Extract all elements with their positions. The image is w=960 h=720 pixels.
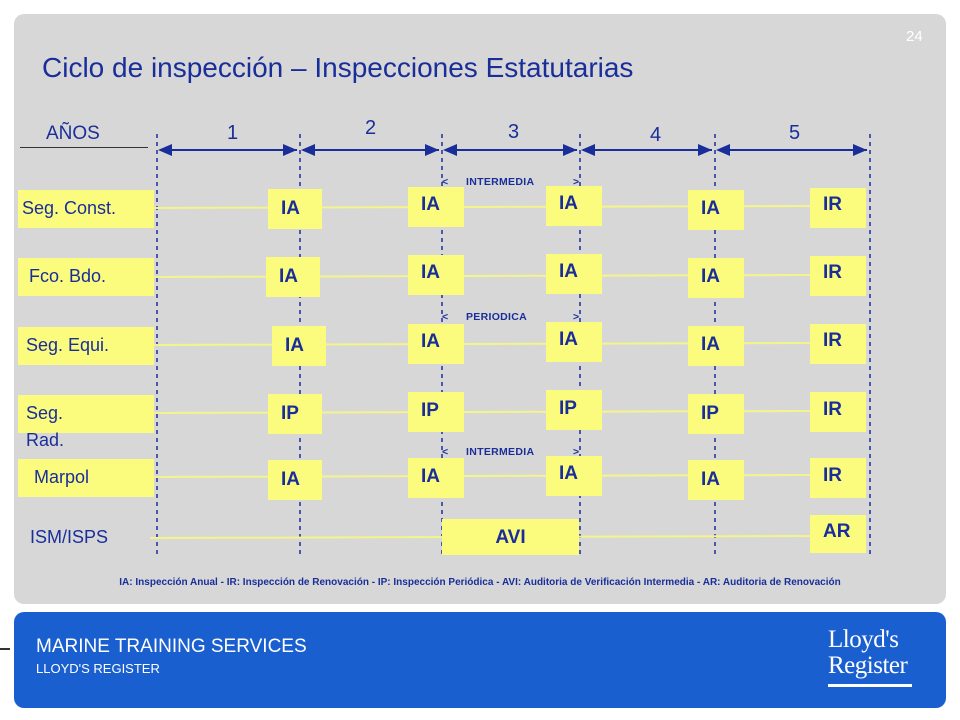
- row-1-box-year-3: IA: [546, 186, 602, 226]
- main-panel: [14, 14, 946, 604]
- note-left-bracket-1: <: [442, 176, 449, 188]
- footer-dash: [0, 648, 10, 650]
- row-4-box-year-2: IP: [408, 392, 464, 432]
- row-5-box-year-1: IA: [268, 460, 322, 500]
- note-left-bracket-3: <: [442, 446, 449, 458]
- row-label-fco-bdo: Fco. Bdo.: [18, 258, 154, 296]
- note-intermedia-2: INTERMEDIA: [466, 446, 535, 458]
- year-1: 1: [227, 122, 239, 144]
- page-number: 24: [906, 28, 923, 45]
- row-2-box-year-2: IA: [408, 255, 464, 295]
- row-2-box-year-3: IA: [546, 254, 602, 294]
- row-label-marpol: Marpol: [18, 459, 154, 497]
- year-2: 2: [365, 117, 377, 139]
- year-4: 4: [650, 124, 662, 146]
- footer-bar: [14, 612, 946, 708]
- row-6-box-ar: AR: [810, 515, 866, 553]
- years-label: AÑOS: [46, 123, 100, 144]
- row-3-box-year-1: IA: [272, 326, 326, 366]
- row-label-seg-equi: Seg. Equi.: [18, 327, 154, 365]
- logo-line-2: Register: [828, 652, 908, 679]
- footer-title: MARINE TRAINING SERVICES: [36, 636, 307, 657]
- row-2-box-year-4: IA: [688, 258, 744, 298]
- years-underline: [20, 147, 148, 148]
- row-2-box-year-5: IR: [810, 256, 866, 296]
- logo-line-1: Lloyd's: [828, 626, 899, 653]
- note-left-bracket-2: <: [442, 311, 449, 323]
- note-periodica: PERIODICA: [466, 311, 528, 323]
- row-3-box-year-4: IA: [688, 326, 744, 366]
- row-5-box-year-5: IR: [810, 458, 866, 498]
- logo-underline: [828, 684, 912, 687]
- row-label-seg-const: Seg. Const.: [18, 190, 154, 228]
- note-intermedia-1: INTERMEDIA: [466, 176, 535, 188]
- row-3-box-year-5: IR: [810, 324, 866, 364]
- row-4-box-year-3: IP: [546, 390, 602, 430]
- row-label-ism-isps: ISM/ISPS: [30, 527, 109, 547]
- row-5-box-year-4: IA: [688, 460, 744, 500]
- footer-subtitle: LLOYD'S REGISTER: [36, 661, 160, 676]
- lloyds-register-logo: Lloyd's Register: [820, 624, 914, 692]
- row-label-seg-rad-line2: Rad.: [26, 430, 65, 450]
- row-1-box-year-4: IA: [688, 190, 744, 230]
- row-6-box-avi: AVI: [442, 519, 579, 555]
- note-right-bracket-2: >: [573, 311, 580, 323]
- year-5: 5: [789, 122, 801, 144]
- row-5-box-year-2: IA: [408, 458, 464, 498]
- note-right-bracket-1: >: [573, 176, 580, 188]
- row-4-box-year-4: IP: [688, 394, 744, 434]
- row-4-box-year-1: IP: [268, 394, 322, 434]
- row-2-box-year-1: IA: [266, 257, 320, 297]
- row-label-seg-rad: Seg.: [18, 395, 154, 433]
- row-1-box-year-2: IA: [408, 187, 464, 227]
- legend-text: IA: Inspección Anual - IR: Inspección de…: [119, 577, 841, 588]
- row-3-box-year-2: IA: [408, 324, 464, 364]
- year-3: 3: [508, 121, 520, 143]
- row-1-box-year-5: IR: [810, 188, 866, 228]
- note-right-bracket-3: >: [573, 446, 580, 458]
- row-1-box-year-1: IA: [268, 189, 322, 229]
- row-5-box-year-3: IA: [546, 456, 602, 496]
- row-3-box-year-3: IA: [546, 322, 602, 362]
- page-title: Ciclo de inspección – Inspecciones Estat…: [42, 52, 634, 83]
- row-4-box-year-5: IR: [810, 392, 866, 432]
